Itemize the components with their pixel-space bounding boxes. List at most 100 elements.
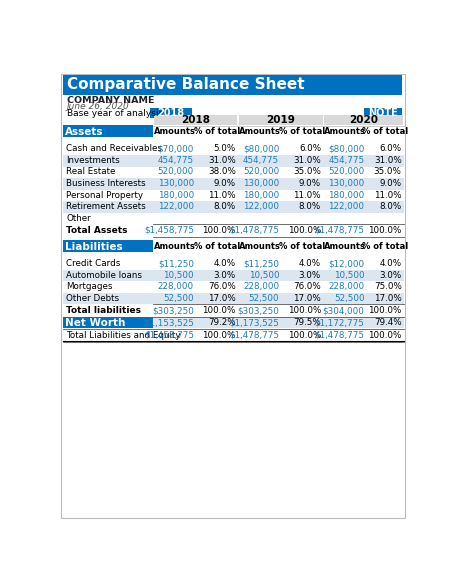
Text: $1,172,775: $1,172,775 xyxy=(315,318,365,328)
Text: 122,000: 122,000 xyxy=(243,202,279,211)
Text: 454,775: 454,775 xyxy=(243,156,279,165)
Bar xyxy=(153,115,237,125)
Bar xyxy=(63,270,404,281)
Text: 2018: 2018 xyxy=(181,115,210,125)
Text: 3.0%: 3.0% xyxy=(299,271,321,280)
Text: Amounts: Amounts xyxy=(153,127,196,137)
Text: 75.0%: 75.0% xyxy=(374,282,402,291)
Text: Automobile loans: Automobile loans xyxy=(66,271,142,280)
Text: 9.0%: 9.0% xyxy=(214,179,236,188)
Text: 79.4%: 79.4% xyxy=(374,318,402,328)
Text: 228,000: 228,000 xyxy=(328,282,365,291)
Text: Amounts: Amounts xyxy=(324,242,366,251)
Text: Other Debts: Other Debts xyxy=(66,294,119,303)
Text: $1,458,775: $1,458,775 xyxy=(144,331,194,340)
Text: Personal Property: Personal Property xyxy=(66,190,143,200)
Text: 10,500: 10,500 xyxy=(163,271,194,280)
Text: 122,000: 122,000 xyxy=(328,202,365,211)
Text: 130,000: 130,000 xyxy=(328,179,365,188)
Text: Amounts: Amounts xyxy=(324,127,366,137)
Text: 31.0%: 31.0% xyxy=(293,156,321,165)
Text: 3.0%: 3.0% xyxy=(213,271,236,280)
Text: $1,478,775: $1,478,775 xyxy=(315,226,365,235)
Bar xyxy=(63,144,404,155)
Text: $80,000: $80,000 xyxy=(243,144,279,154)
Text: 3.0%: 3.0% xyxy=(380,271,402,280)
Text: 100.0%: 100.0% xyxy=(288,226,321,235)
Bar xyxy=(63,293,404,304)
Text: 100.0%: 100.0% xyxy=(288,331,321,340)
Text: $1,458,775: $1,458,775 xyxy=(144,226,194,235)
Bar xyxy=(63,213,404,224)
Text: 8.0%: 8.0% xyxy=(213,202,236,211)
Bar xyxy=(364,108,402,118)
Bar xyxy=(63,281,404,293)
Text: 52,500: 52,500 xyxy=(334,294,365,303)
Text: Total liabilities: Total liabilities xyxy=(66,306,141,315)
Text: $1,478,775: $1,478,775 xyxy=(315,331,365,340)
Text: % of total: % of total xyxy=(279,127,326,137)
Text: 4.0%: 4.0% xyxy=(299,259,321,268)
Text: 100.0%: 100.0% xyxy=(202,306,236,315)
Text: 100.0%: 100.0% xyxy=(202,331,236,340)
Text: 454,775: 454,775 xyxy=(328,156,365,165)
Bar xyxy=(63,178,404,190)
Bar xyxy=(63,125,153,137)
Text: 17.0%: 17.0% xyxy=(374,294,402,303)
Text: $1,173,525: $1,173,525 xyxy=(229,318,279,328)
Text: 520,000: 520,000 xyxy=(243,168,279,176)
Text: 8.0%: 8.0% xyxy=(299,202,321,211)
Text: Total Liabilities and Equity: Total Liabilities and Equity xyxy=(66,331,181,340)
Text: Investments: Investments xyxy=(66,156,120,165)
Text: 100.0%: 100.0% xyxy=(288,306,321,315)
Bar xyxy=(63,155,404,166)
Text: COMPANY NAME: COMPANY NAME xyxy=(67,96,154,105)
Bar xyxy=(63,329,404,340)
Text: 52,500: 52,500 xyxy=(248,294,279,303)
Bar xyxy=(63,201,404,213)
Text: 8.0%: 8.0% xyxy=(380,202,402,211)
Text: $11,250: $11,250 xyxy=(158,259,194,268)
Text: Total Assets: Total Assets xyxy=(66,226,128,235)
Text: 35.0%: 35.0% xyxy=(293,168,321,176)
Text: $1,153,525: $1,153,525 xyxy=(144,318,194,328)
Text: 180,000: 180,000 xyxy=(328,190,365,200)
Text: % of total: % of total xyxy=(362,127,409,137)
Text: Cash and Receivables: Cash and Receivables xyxy=(66,144,162,154)
Text: June 26, 2020: June 26, 2020 xyxy=(67,102,129,111)
Text: Base year of analysis: Base year of analysis xyxy=(67,109,163,118)
Bar xyxy=(153,316,404,328)
Text: 520,000: 520,000 xyxy=(158,168,194,176)
Text: 2018: 2018 xyxy=(157,108,184,118)
Text: $303,250: $303,250 xyxy=(152,306,194,315)
Bar xyxy=(324,115,403,125)
Text: $12,000: $12,000 xyxy=(328,259,365,268)
Bar xyxy=(150,108,192,118)
Text: Comparative Balance Sheet: Comparative Balance Sheet xyxy=(67,77,305,93)
Text: 35.0%: 35.0% xyxy=(374,168,402,176)
Text: 520,000: 520,000 xyxy=(328,168,365,176)
Text: 38.0%: 38.0% xyxy=(208,168,236,176)
Text: 11.0%: 11.0% xyxy=(208,190,236,200)
Text: 130,000: 130,000 xyxy=(158,179,194,188)
Text: 2019: 2019 xyxy=(266,115,295,125)
Bar xyxy=(63,316,153,328)
Text: 130,000: 130,000 xyxy=(243,179,279,188)
Text: Assets: Assets xyxy=(65,127,104,137)
Text: 17.0%: 17.0% xyxy=(293,294,321,303)
Text: 122,000: 122,000 xyxy=(158,202,194,211)
Text: 4.0%: 4.0% xyxy=(380,259,402,268)
Bar xyxy=(63,240,153,252)
Text: Retirement Assets: Retirement Assets xyxy=(66,202,146,211)
Text: $303,250: $303,250 xyxy=(237,306,279,315)
Text: 31.0%: 31.0% xyxy=(374,156,402,165)
Text: % of total: % of total xyxy=(194,242,240,251)
Text: % of total: % of total xyxy=(362,242,409,251)
Text: Amounts: Amounts xyxy=(239,242,281,251)
Text: 6.0%: 6.0% xyxy=(380,144,402,154)
Text: Business Interests: Business Interests xyxy=(66,179,146,188)
Text: Credit Cards: Credit Cards xyxy=(66,259,120,268)
Text: 52,500: 52,500 xyxy=(163,294,194,303)
Bar xyxy=(63,75,402,95)
Text: $1,478,775: $1,478,775 xyxy=(229,226,279,235)
